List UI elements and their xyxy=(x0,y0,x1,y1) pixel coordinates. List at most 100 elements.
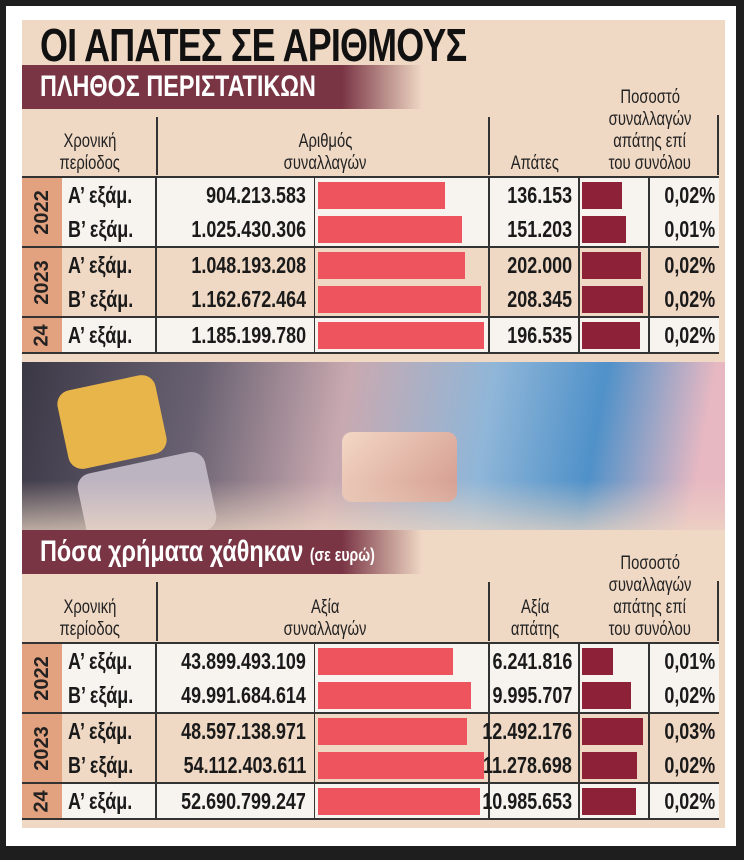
pct-text: 0,03% xyxy=(664,717,715,744)
period-text: Β’ εξάμ. xyxy=(68,681,134,708)
fraud-text: 151.203 xyxy=(507,215,572,242)
period-text: Β’ εξάμ. xyxy=(68,751,134,778)
fraud-bar xyxy=(582,215,627,243)
table-row: Β’ εξάμ. 1.025.430.306 151.203 0,01% xyxy=(62,212,719,246)
fraud-bar-cell xyxy=(580,714,650,748)
section2-heading-text: Πόσα χρήματα χάθηκαν xyxy=(40,535,304,568)
period-text: Α’ εξάμ. xyxy=(68,717,133,744)
pct-text: 0,02% xyxy=(664,251,715,278)
section1-heading-text: ΠΛΗΘΟΣ ΠΕΡΙΣΤΑΤΙΚΩΝ xyxy=(40,70,316,103)
fraud-cell: 202.000 xyxy=(490,248,580,282)
period-text: Β’ εξάμ. xyxy=(68,285,134,312)
table-row: Β’ εξάμ. 49.991.684.614 9.995.707 0,02% xyxy=(62,678,719,712)
period-cell: Α’ εξάμ. xyxy=(62,248,157,282)
year-cell: 2022 xyxy=(22,178,62,246)
period-text: Α’ εξάμ. xyxy=(68,321,133,348)
value-bar-cell xyxy=(315,318,490,352)
pct-text: 0,01% xyxy=(664,215,715,242)
period-text: Α’ εξάμ. xyxy=(68,251,133,278)
fraud-bar-cell xyxy=(580,178,650,212)
table-row: Α’ εξάμ. 52.690.799.247 10.985.653 0,02% xyxy=(62,784,719,818)
value-bar xyxy=(318,321,484,349)
pct-text: 0,01% xyxy=(664,647,715,674)
value-text: 1.048.193.208 xyxy=(191,251,306,278)
year-label: 2022 xyxy=(30,189,53,235)
pct-cell: 0,02% xyxy=(650,318,719,352)
header-line: Αξία xyxy=(310,597,340,618)
pct-text: 0,02% xyxy=(664,787,715,814)
period-cell: Β’ εξάμ. xyxy=(62,678,157,712)
year-label: 2023 xyxy=(30,725,53,771)
fraud-text: 10.985.653 xyxy=(482,787,572,814)
value-bar xyxy=(318,647,453,675)
year-group-24: 24 Α’ εξάμ. 1.185.199.780 196.535 0,02% xyxy=(22,318,719,352)
fraud-text: 12.492.176 xyxy=(482,717,572,744)
fraud-text: 202.000 xyxy=(507,251,572,278)
fraud-bar xyxy=(582,751,638,779)
value-bar-cell xyxy=(315,678,490,712)
period-text: Β’ εξάμ. xyxy=(68,215,134,242)
fraud-text: 9.995.707 xyxy=(492,681,572,708)
header-line: συναλλαγών xyxy=(283,153,367,174)
table-row: Α’ εξάμ. 43.899.493.109 6.241.816 0,01% xyxy=(62,644,719,678)
period-text: Α’ εξάμ. xyxy=(68,787,133,814)
value-bar-cell xyxy=(315,248,490,282)
pct-cell: 0,02% xyxy=(650,282,719,316)
header-line: Αριθμός xyxy=(298,131,352,152)
table-row: Α’ εξάμ. 904.213.583 136.153 0,02% xyxy=(62,178,719,212)
value-text: 904.213.583 xyxy=(206,181,306,208)
year-cell: 24 xyxy=(22,318,62,352)
header-line: Ποσοστό xyxy=(620,553,680,574)
section2-heading-note: (σε ευρώ) xyxy=(309,545,375,565)
value-bar-cell xyxy=(315,282,490,316)
value-bar xyxy=(318,717,468,745)
header-pct: Ποσοστό συναλλαγών απάτης επί του συνόλου xyxy=(580,87,720,175)
header-pct: Ποσοστό συναλλαγών απάτης επί του συνόλου xyxy=(580,553,720,641)
header-period: Χρονική περίοδος xyxy=(22,131,157,175)
fraud-bar-cell xyxy=(580,748,650,782)
pct-cell: 0,02% xyxy=(650,748,719,782)
fraud-bar-cell xyxy=(580,318,650,352)
fraud-cell: 12.492.176 xyxy=(482,714,580,748)
period-cell: Α’ εξάμ. xyxy=(62,644,157,678)
header-line: Αξία xyxy=(520,597,550,618)
header-line: Χρονική xyxy=(63,597,116,618)
fraud-text: 11.278.698 xyxy=(483,751,572,778)
value-bar xyxy=(318,285,481,313)
pct-text: 0,02% xyxy=(664,181,715,208)
period-cell: Β’ εξάμ. xyxy=(62,282,157,316)
value-bar xyxy=(318,787,480,815)
value-text: 54.112.403.611 xyxy=(183,751,306,778)
value-bar-cell xyxy=(315,784,490,818)
year-group-2022: 2022 Α’ εξάμ. 43.899.493.109 6.241.816 0… xyxy=(22,644,719,714)
header-period: Χρονική περίοδος xyxy=(22,597,157,641)
value-cell: 904.213.583 xyxy=(157,178,315,212)
pct-text: 0,02% xyxy=(664,681,715,708)
fraud-text: 136.153 xyxy=(507,181,572,208)
pct-cell: 0,02% xyxy=(650,784,719,818)
header-line: συναλλαγών xyxy=(283,619,367,640)
pct-cell: 0,01% xyxy=(650,644,719,678)
value-cell: 49.991.684.614 xyxy=(157,678,315,712)
section2-heading: Πόσα χρήματα χάθηκαν (σε ευρώ) xyxy=(22,530,422,574)
value-text: 1.162.672.464 xyxy=(191,285,306,312)
period-cell: Α’ εξάμ. xyxy=(62,714,157,748)
fraud-cell: 10.985.653 xyxy=(482,784,580,818)
value-bar-cell xyxy=(315,714,490,748)
period-cell: Α’ εξάμ. xyxy=(62,318,157,352)
fraud-cell: 6.241.816 xyxy=(490,644,580,678)
value-bar xyxy=(318,215,462,243)
value-text: 43.899.493.109 xyxy=(181,647,306,674)
period-cell: Α’ εξάμ. xyxy=(62,784,157,818)
pct-text: 0,02% xyxy=(664,751,715,778)
data-table: 2022 Α’ εξάμ. 43.899.493.109 6.241.816 0… xyxy=(22,642,719,820)
infographic-title: ΟΙ ΑΠΑΤΕΣ ΣΕ ΑΡΙΘΜΟΥΣ xyxy=(40,18,587,72)
calculator-key-image xyxy=(54,372,170,472)
value-bar xyxy=(318,681,472,709)
year-cell: 2022 xyxy=(22,644,62,712)
header-fraud: Αξία απάτης xyxy=(490,597,580,641)
fraud-bar xyxy=(582,321,640,349)
year-group-2023: 2023 Α’ εξάμ. 1.048.193.208 202.000 0,02… xyxy=(22,248,719,318)
fraud-bar xyxy=(582,285,643,313)
header-line: περίοδος xyxy=(59,153,120,174)
